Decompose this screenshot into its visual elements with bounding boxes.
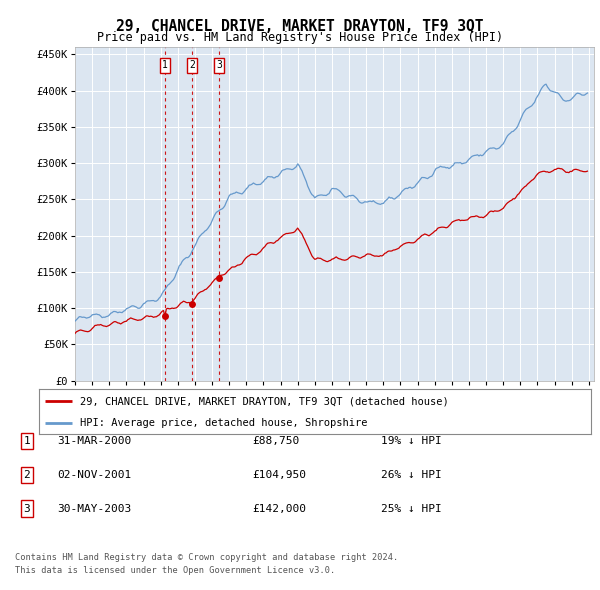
Text: 1: 1 [23,437,31,446]
Text: 29, CHANCEL DRIVE, MARKET DRAYTON, TF9 3QT: 29, CHANCEL DRIVE, MARKET DRAYTON, TF9 3… [116,19,484,34]
Text: 02-NOV-2001: 02-NOV-2001 [57,470,131,480]
Text: 19% ↓ HPI: 19% ↓ HPI [381,437,442,446]
Text: £142,000: £142,000 [252,504,306,513]
Text: £88,750: £88,750 [252,437,299,446]
Text: 3: 3 [216,60,222,70]
Text: 25% ↓ HPI: 25% ↓ HPI [381,504,442,513]
Text: HPI: Average price, detached house, Shropshire: HPI: Average price, detached house, Shro… [80,418,368,428]
Text: This data is licensed under the Open Government Licence v3.0.: This data is licensed under the Open Gov… [15,566,335,575]
Text: 2: 2 [189,60,195,70]
Text: 30-MAY-2003: 30-MAY-2003 [57,504,131,513]
Text: 26% ↓ HPI: 26% ↓ HPI [381,470,442,480]
Text: 3: 3 [23,504,31,513]
Text: 1: 1 [162,60,168,70]
Text: 29, CHANCEL DRIVE, MARKET DRAYTON, TF9 3QT (detached house): 29, CHANCEL DRIVE, MARKET DRAYTON, TF9 3… [80,396,449,407]
Text: 31-MAR-2000: 31-MAR-2000 [57,437,131,446]
Text: £104,950: £104,950 [252,470,306,480]
Text: Contains HM Land Registry data © Crown copyright and database right 2024.: Contains HM Land Registry data © Crown c… [15,553,398,562]
Text: 2: 2 [23,470,31,480]
Text: Price paid vs. HM Land Registry's House Price Index (HPI): Price paid vs. HM Land Registry's House … [97,31,503,44]
